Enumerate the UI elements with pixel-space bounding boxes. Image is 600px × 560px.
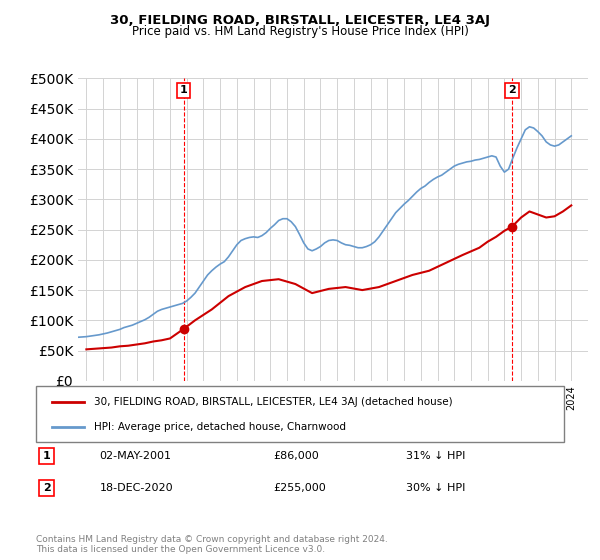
Text: 30, FIELDING ROAD, BIRSTALL, LEICESTER, LE4 3AJ: 30, FIELDING ROAD, BIRSTALL, LEICESTER, …	[110, 14, 490, 27]
FancyBboxPatch shape	[36, 386, 564, 442]
Text: Price paid vs. HM Land Registry's House Price Index (HPI): Price paid vs. HM Land Registry's House …	[131, 25, 469, 38]
Text: Contains HM Land Registry data © Crown copyright and database right 2024.
This d: Contains HM Land Registry data © Crown c…	[36, 535, 388, 554]
Text: 1: 1	[43, 451, 50, 461]
Text: 18-DEC-2020: 18-DEC-2020	[100, 483, 173, 493]
Text: 2: 2	[43, 483, 50, 493]
Text: 02-MAY-2001: 02-MAY-2001	[100, 451, 172, 461]
Text: HPI: Average price, detached house, Charnwood: HPI: Average price, detached house, Char…	[94, 422, 346, 432]
Text: £255,000: £255,000	[274, 483, 326, 493]
Text: 1: 1	[180, 86, 188, 96]
Text: 30% ↓ HPI: 30% ↓ HPI	[406, 483, 465, 493]
Text: 31% ↓ HPI: 31% ↓ HPI	[406, 451, 465, 461]
Text: 30, FIELDING ROAD, BIRSTALL, LEICESTER, LE4 3AJ (detached house): 30, FIELDING ROAD, BIRSTALL, LEICESTER, …	[94, 397, 453, 407]
Text: £86,000: £86,000	[274, 451, 319, 461]
Text: 2: 2	[508, 86, 516, 96]
